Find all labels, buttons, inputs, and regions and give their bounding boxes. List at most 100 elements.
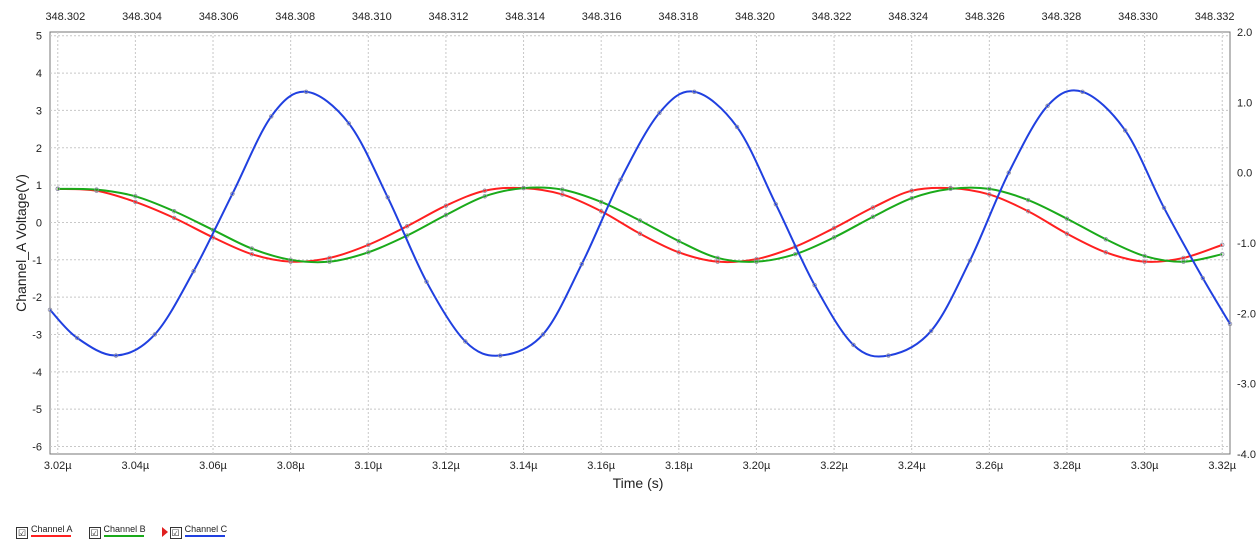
- y-axis-title: Channel_A Voltage(V): [13, 174, 29, 312]
- data-point: [191, 268, 196, 274]
- data-point: [94, 187, 99, 192]
- data-point: [152, 332, 158, 337]
- data-point: [657, 110, 662, 116]
- data-point: [560, 192, 565, 197]
- top-tick-label: 348.320: [735, 11, 775, 23]
- data-point: [327, 259, 332, 264]
- y-tick-label: 2: [36, 143, 42, 155]
- data-point: [928, 328, 934, 334]
- data-point: [55, 186, 60, 192]
- y-tick-label: 1: [36, 180, 42, 192]
- top-tick-label: 348.324: [888, 11, 928, 23]
- data-point: [172, 215, 177, 221]
- data-point: [230, 191, 235, 196]
- series-line-channel-a: [57, 186, 1223, 264]
- y-tick-label: -5: [32, 404, 42, 416]
- data-point: [172, 209, 177, 214]
- y2-tick-label: -1.0: [1237, 238, 1256, 250]
- y-tick-label: -4: [32, 367, 42, 379]
- legend-item-channel-a[interactable]: ☑ Channel A: [16, 524, 73, 539]
- top-tick-label: 348.332: [1195, 11, 1235, 23]
- top-tick-label: 348.318: [658, 11, 698, 23]
- data-point: [734, 124, 740, 130]
- y2-tick-label: 2.0: [1237, 27, 1252, 39]
- top-tick-label: 348.308: [275, 11, 315, 23]
- data-point: [909, 195, 914, 201]
- data-point: [1025, 197, 1031, 203]
- data-point: [560, 187, 565, 192]
- data-point: [346, 121, 352, 126]
- checkbox-icon[interactable]: ☑: [169, 527, 182, 539]
- data-point: [521, 185, 526, 191]
- legend: ☑ Channel A ☑ Channel B ☑ Channel C: [16, 524, 227, 539]
- data-point: [482, 194, 487, 199]
- data-point: [1045, 103, 1050, 109]
- data-point: [1220, 242, 1225, 248]
- checkbox-icon[interactable]: ☑: [16, 527, 28, 539]
- data-point: [1064, 231, 1070, 236]
- x-tick-label: 3.32µ: [1208, 460, 1236, 472]
- x-tick-label: 3.28µ: [1053, 460, 1081, 472]
- data-point: [269, 114, 274, 119]
- legend-line-swatch: [103, 535, 144, 537]
- top-tick-label: 348.322: [812, 11, 852, 23]
- top-tick-label: 348.326: [965, 11, 1005, 23]
- x-tick-label: 3.24µ: [898, 460, 926, 472]
- y2-tick-label: 0.0: [1237, 168, 1252, 180]
- data-point: [74, 335, 80, 341]
- legend-item-channel-c[interactable]: ☑ Channel C: [161, 524, 227, 539]
- checkbox-icon[interactable]: ☑: [88, 527, 101, 539]
- data-point: [443, 212, 449, 218]
- data-point: [540, 332, 546, 337]
- x-tick-label: 3.16µ: [587, 460, 615, 472]
- y-tick-label: 3: [36, 105, 42, 117]
- y2-tick-label: 1.0: [1237, 97, 1252, 109]
- data-point: [385, 195, 390, 200]
- series-layer: [47, 89, 1233, 358]
- top-tick-label: 348.306: [199, 11, 239, 23]
- data-point: [366, 250, 371, 255]
- legend-item-channel-b[interactable]: ☑ Channel B: [88, 524, 146, 539]
- y-tick-label: 0: [36, 217, 42, 229]
- plot-area[interactable]: [49, 31, 1231, 455]
- data-point: [886, 353, 891, 358]
- x-tick-label: 3.10µ: [354, 460, 382, 472]
- data-point: [676, 250, 682, 255]
- data-point: [1103, 237, 1108, 242]
- x-tick-label: 3.02µ: [44, 460, 72, 472]
- data-point: [133, 199, 138, 205]
- grid-lines: [50, 32, 1230, 454]
- data-point: [303, 89, 309, 94]
- data-point: [1006, 170, 1011, 175]
- data-point: [113, 353, 119, 358]
- data-point: [1122, 128, 1128, 133]
- data-point: [967, 258, 973, 263]
- top-tick-label: 348.304: [122, 11, 162, 23]
- data-point: [1220, 252, 1225, 257]
- x-tick-label: 3.30µ: [1131, 460, 1159, 472]
- y2-tick-label: -3.0: [1237, 379, 1256, 391]
- y-tick-label: -6: [32, 442, 42, 454]
- data-point: [1181, 259, 1186, 264]
- tick-labels: 3.02µ 3.04µ 3.06µ 3.08µ 3.10µ 3.12µ 3.14µ 3.16µ…: [32, 11, 1256, 472]
- data-point: [831, 225, 837, 231]
- x-tick-label: 3.26µ: [975, 460, 1003, 472]
- x-tick-label: 3.08µ: [277, 460, 305, 472]
- data-point: [443, 203, 449, 208]
- data-point: [773, 202, 779, 207]
- legend-line-swatch: [31, 535, 71, 537]
- y-tick-label: 5: [36, 31, 42, 43]
- data-point: [366, 242, 371, 248]
- y-tick-label: 4: [36, 68, 42, 80]
- data-point: [831, 235, 837, 240]
- data-point: [793, 252, 798, 257]
- top-tick-label: 348.312: [429, 11, 469, 23]
- top-tick-label: 348.314: [505, 11, 545, 23]
- data-point: [987, 186, 992, 192]
- data-point: [1103, 250, 1108, 255]
- y2-tick-label: -2.0: [1237, 308, 1256, 320]
- x-tick-label: 3.18µ: [665, 460, 693, 472]
- top-tick-label: 348.316: [582, 11, 622, 23]
- data-point: [598, 209, 604, 214]
